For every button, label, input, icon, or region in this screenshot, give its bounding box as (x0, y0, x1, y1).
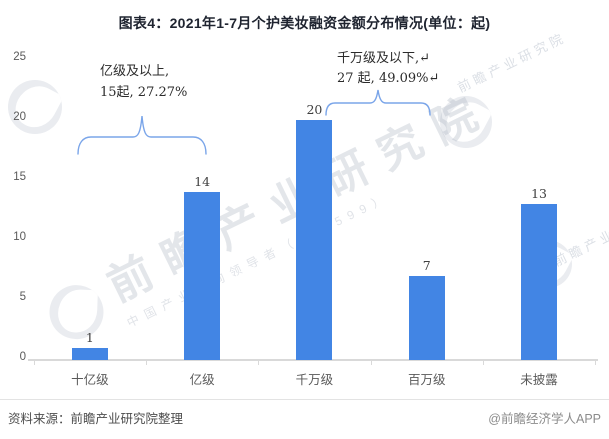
x-axis-tick (33, 361, 35, 365)
x-axis-tick (258, 361, 260, 365)
bar (521, 204, 558, 360)
annotation-line: 亿级及以上, (100, 64, 170, 79)
annotation-yi-and-above: 亿级及以上, 15起, 27.27% (100, 61, 187, 103)
y-axis-tick-label: 5 (19, 291, 26, 303)
watermark-logo-icon (8, 80, 62, 134)
x-axis-category-label: 未披露 (520, 373, 558, 387)
footer-divider (0, 399, 609, 400)
y-axis-tick-label: 20 (13, 111, 26, 123)
annotation-line: 27 起, 49.09%↵ (337, 71, 440, 86)
brace-left-icon (77, 115, 207, 155)
footer-source: 资料来源：前瞻产业研究院整理 (8, 412, 184, 426)
y-axis-tick-label: 0 (19, 351, 26, 363)
bar (408, 276, 445, 360)
x-axis-category-label: 亿级 (189, 373, 215, 387)
x-axis-category-label: 百万级 (407, 373, 446, 387)
y-axis-tick-label: 25 (13, 51, 26, 63)
bar (71, 348, 108, 360)
bar (296, 120, 333, 360)
watermark-logo-icon (440, 96, 492, 148)
bar-value-label: 13 (531, 186, 547, 201)
footer-credit: @前瞻经济学人APP (488, 412, 601, 426)
x-axis-tick (595, 361, 597, 365)
x-axis-line (28, 359, 598, 361)
y-axis-tick-label: 15 (13, 171, 26, 183)
bar-value-label: 20 (306, 102, 323, 117)
annotation-line: 千万级及以下,↵ (337, 51, 431, 66)
bar (184, 192, 221, 360)
bar-value-label: 7 (422, 258, 431, 273)
x-axis-tick (146, 361, 147, 365)
annotation-qianwan-and-below: 千万级及以下,↵ 27 起, 49.09%↵ (337, 49, 439, 89)
x-axis-category-label: 千万级 (295, 373, 334, 387)
brace-right-icon (325, 89, 431, 116)
x-axis-tick (482, 361, 484, 365)
y-axis-tick-label: 10 (13, 231, 26, 243)
bar-value-label: 1 (85, 330, 94, 345)
chart-title: 图表4：2021年1-7月个护美妆融资金额分布情况(单位：起) (118, 15, 491, 31)
annotation-line: 15起, 27.27% (100, 85, 188, 100)
x-axis-tick (370, 361, 372, 365)
x-axis-category-label: 十亿级 (71, 373, 109, 387)
watermark-text: 前瞻产业研究院 (551, 203, 609, 270)
bar-value-label: 14 (194, 174, 211, 189)
watermark-text: 前瞻产业研究院 (455, 29, 569, 96)
